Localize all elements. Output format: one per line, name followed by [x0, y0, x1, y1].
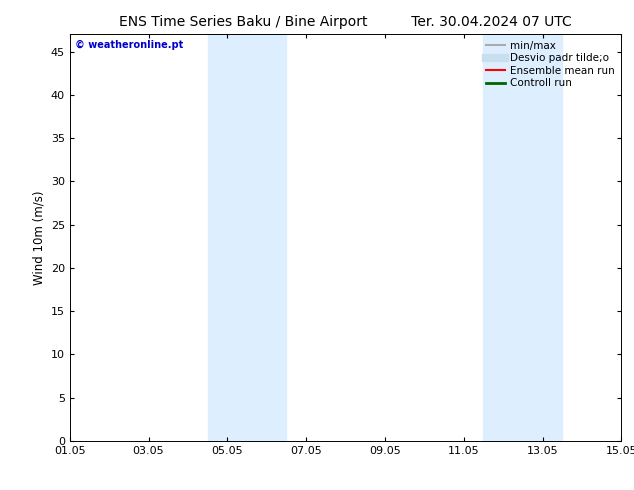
Bar — [207, 34, 287, 441]
Y-axis label: Wind 10m (m/s): Wind 10m (m/s) — [32, 191, 45, 285]
Bar — [483, 34, 562, 441]
Text: © weatheronline.pt: © weatheronline.pt — [75, 40, 183, 50]
Title: ENS Time Series Baku / Bine Airport          Ter. 30.04.2024 07 UTC: ENS Time Series Baku / Bine Airport Ter.… — [119, 15, 572, 29]
Legend: min/max, Desvio padr tilde;o, Ensemble mean run, Controll run: min/max, Desvio padr tilde;o, Ensemble m… — [483, 37, 618, 92]
